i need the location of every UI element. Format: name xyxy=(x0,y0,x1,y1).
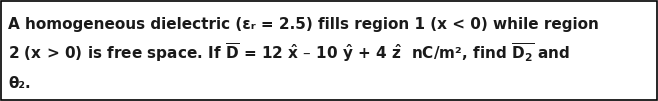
Text: θ₂.: θ₂. xyxy=(8,76,31,92)
Text: 2 (x > 0) is free space. If $\mathbf{\overline{D}}$ = 12 $\mathbf{\hat{x}}$ – 10: 2 (x > 0) is free space. If $\mathbf{\ov… xyxy=(8,41,570,64)
Text: A homogeneous dielectric (εᵣ = 2.5) fills region 1 (x < 0) while region: A homogeneous dielectric (εᵣ = 2.5) fill… xyxy=(8,16,599,32)
